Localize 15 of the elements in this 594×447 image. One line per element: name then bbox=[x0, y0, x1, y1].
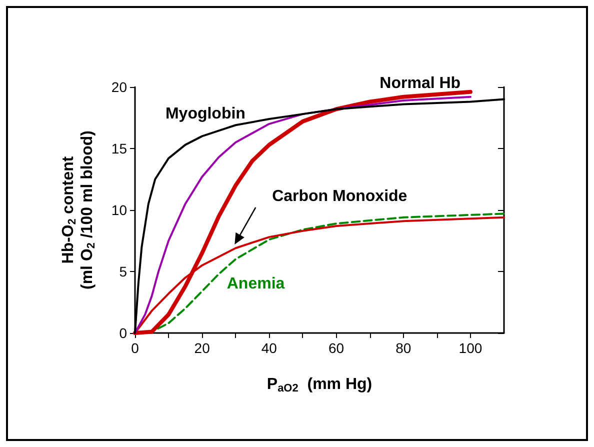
y-tick-label: 20 bbox=[111, 79, 128, 95]
x-tick-label: 0 bbox=[131, 340, 140, 356]
x-tick-label: 40 bbox=[261, 340, 278, 356]
x-tick-label: 100 bbox=[458, 340, 482, 356]
y-tick-label: 5 bbox=[119, 264, 128, 280]
y-tick-label: 0 bbox=[119, 325, 128, 341]
x-tick-label: 80 bbox=[396, 340, 412, 356]
annotation: Anemia bbox=[226, 275, 285, 292]
y-tick-label: 10 bbox=[111, 202, 128, 218]
annotation: Myoglobin bbox=[165, 106, 246, 123]
annotation: Carbon Monoxide bbox=[272, 188, 408, 205]
annotation: Normal Hb bbox=[380, 74, 461, 92]
y-tick-label: 15 bbox=[111, 140, 128, 156]
x-tick-label: 20 bbox=[194, 340, 210, 356]
x-tick-label: 60 bbox=[328, 340, 344, 356]
